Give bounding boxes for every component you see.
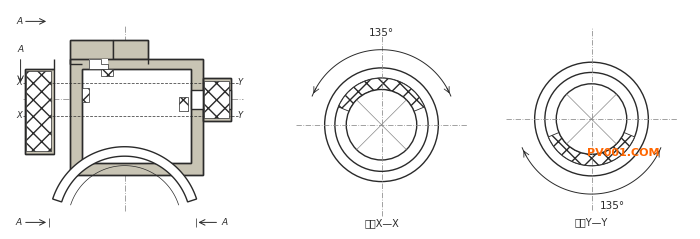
Circle shape	[535, 62, 648, 176]
Wedge shape	[338, 78, 425, 111]
Polygon shape	[113, 40, 148, 59]
Text: A: A	[15, 218, 22, 227]
Text: 剖视X—X: 剖视X—X	[364, 218, 399, 228]
Polygon shape	[89, 59, 108, 69]
Circle shape	[346, 89, 416, 160]
Text: X: X	[16, 78, 22, 87]
Text: A: A	[222, 218, 228, 227]
Polygon shape	[89, 59, 108, 69]
Text: Y: Y	[238, 78, 243, 87]
Text: PV001.COM: PV001.COM	[587, 148, 659, 158]
Polygon shape	[25, 69, 54, 154]
Polygon shape	[101, 69, 113, 76]
Text: X: X	[16, 111, 22, 120]
Wedge shape	[548, 133, 635, 166]
Text: Y: Y	[238, 111, 243, 120]
Circle shape	[545, 72, 638, 166]
Text: A: A	[18, 45, 24, 54]
Circle shape	[556, 84, 626, 154]
Text: 剖视Y—Y: 剖视Y—Y	[575, 217, 608, 227]
Polygon shape	[82, 69, 191, 163]
Polygon shape	[52, 147, 197, 202]
Polygon shape	[203, 78, 231, 121]
Text: A: A	[17, 17, 23, 26]
Polygon shape	[82, 88, 89, 102]
Polygon shape	[204, 81, 229, 118]
Circle shape	[325, 68, 438, 182]
Text: 135°: 135°	[600, 201, 625, 212]
Polygon shape	[191, 90, 231, 109]
Polygon shape	[70, 40, 113, 64]
Polygon shape	[27, 71, 51, 152]
Polygon shape	[18, 10, 255, 187]
Polygon shape	[179, 97, 188, 111]
Text: 135°: 135°	[369, 28, 394, 38]
Circle shape	[335, 78, 428, 171]
Polygon shape	[70, 59, 203, 175]
